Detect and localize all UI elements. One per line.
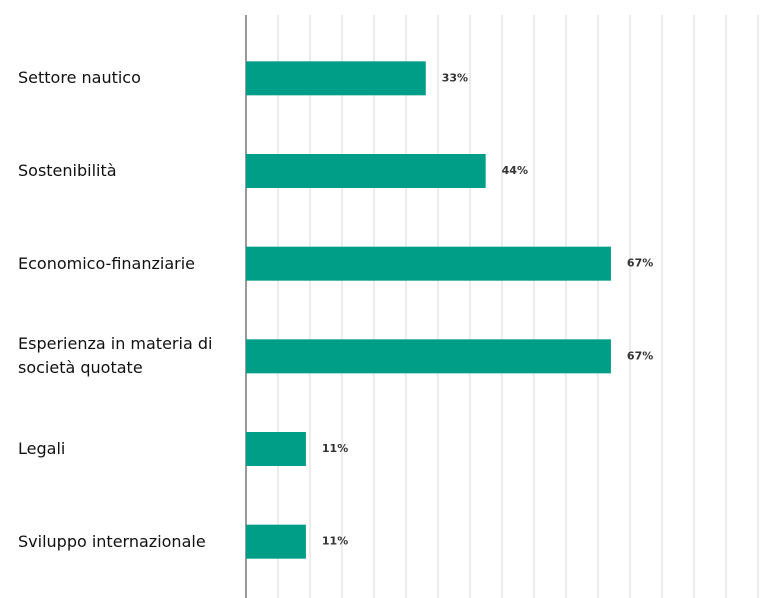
category-label: Sostenibilità [18, 161, 117, 180]
value-label: 11% [322, 442, 348, 455]
category-label-box: Esperienza in materia di società quotate [18, 334, 213, 378]
category-label: Settore nautico [18, 68, 141, 88]
category-label: Esperienza in materia di società quotate [18, 334, 213, 378]
category-label-box: Economico-finanziarie [18, 253, 195, 273]
category-label-box: Settore nautico [18, 68, 141, 88]
value-label: 67% [627, 349, 653, 362]
value-label: 11% [322, 535, 348, 548]
category-label-box: Sviluppo internazionale [18, 531, 206, 551]
category-label: Legali [18, 439, 66, 458]
bar [246, 246, 611, 281]
bar [246, 432, 306, 466]
value-label: 44% [502, 164, 528, 177]
category-label: Sviluppo internazionale [18, 531, 206, 551]
bar [246, 61, 426, 96]
bar [246, 524, 306, 559]
bar [246, 154, 486, 188]
category-label-box: Sostenibilità [18, 161, 117, 180]
category-label: Economico-finanziarie [18, 253, 195, 273]
value-label: 67% [627, 257, 653, 270]
value-label: 33% [442, 71, 468, 84]
category-label-box: Legali [18, 439, 66, 458]
bar [246, 339, 611, 374]
